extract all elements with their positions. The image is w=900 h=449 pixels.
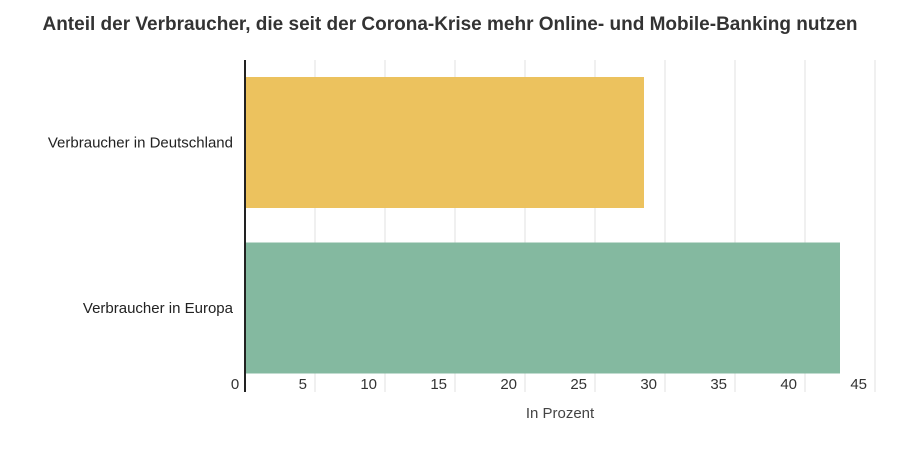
bar xyxy=(245,242,840,374)
x-tick-label: 30 xyxy=(640,376,657,393)
x-tick-label: 5 xyxy=(299,376,307,393)
chart-title: Anteil der Verbraucher, die seit der Cor… xyxy=(42,14,858,35)
bar xyxy=(245,77,644,208)
x-axis-title: In Prozent xyxy=(526,405,595,422)
x-tick-label: 0 xyxy=(231,376,239,393)
category-label: Verbraucher in Europa xyxy=(83,300,234,317)
x-tick-label: 45 xyxy=(850,376,867,393)
x-tick-label: 40 xyxy=(780,376,797,393)
x-tick-label: 10 xyxy=(360,376,377,393)
x-tick-label: 20 xyxy=(500,376,517,393)
x-tick-label: 15 xyxy=(430,376,447,393)
bars xyxy=(245,77,840,374)
category-label: Verbraucher in Deutschland xyxy=(48,135,233,152)
x-tick-label: 25 xyxy=(570,376,587,393)
category-labels: Verbraucher in Deutschland Verbraucher in… xyxy=(48,135,234,318)
x-axis-ticks: 0 5 10 15 20 25 30 35 40 45 xyxy=(231,376,867,393)
x-tick-label: 35 xyxy=(710,376,727,393)
